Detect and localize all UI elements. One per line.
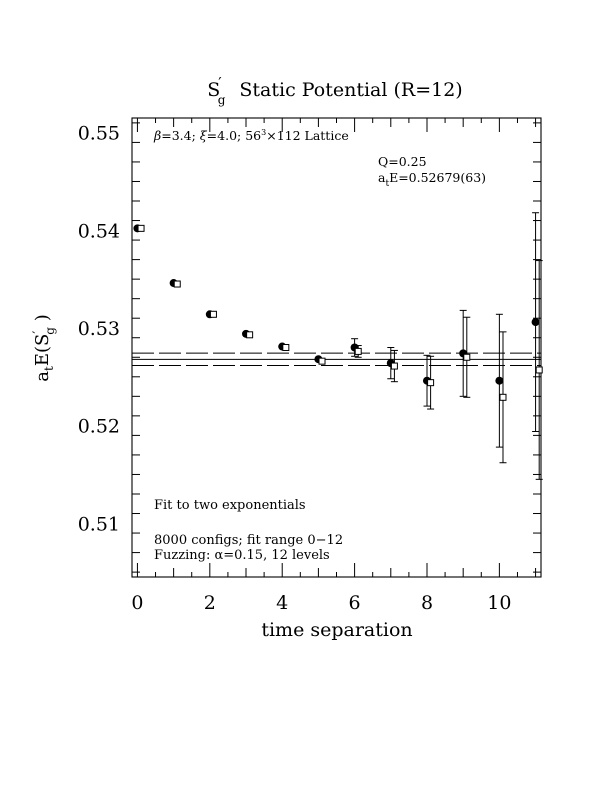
q-annotation: Q=0.25 — [378, 154, 427, 169]
x-tick-label: 10 — [487, 592, 511, 614]
y-tick-label: 0.54 — [78, 220, 120, 242]
data-point-square — [209, 310, 217, 318]
title-subscript-g: g — [218, 93, 226, 107]
axis-tick-labels: 0 2 4 6 8 10 0.51 0.52 0.53 0.54 0.55 — [78, 123, 512, 614]
y-tick-label: 0.55 — [78, 123, 120, 145]
fit-annotation: Fit to two exponentials — [154, 498, 306, 513]
data-points — [133, 212, 543, 480]
data-point-square — [173, 280, 181, 288]
chart-title: S′ g Static Potential (R=12) — [207, 74, 462, 107]
energy-annotation: atE=0.52679(63) — [378, 170, 486, 189]
x-tick-label: 4 — [276, 592, 288, 614]
x-tick-label: 2 — [204, 592, 216, 614]
data-point-square — [282, 344, 290, 351]
data-point-square — [499, 393, 507, 401]
data-point-square — [463, 353, 471, 361]
y-tick-label: 0.51 — [78, 513, 120, 535]
data-point-square — [137, 224, 145, 232]
x-axis-label: time separation — [261, 619, 412, 641]
fuzzing-annotation: Fuzzing: α=0.15, 12 levels — [154, 548, 330, 563]
lattice-annotation: β=3.4; ξ=4.0; 563×112 Lattice — [153, 128, 349, 143]
data-point-square — [246, 331, 254, 339]
fit-band-lines — [132, 352, 541, 366]
data-point-square — [427, 379, 435, 387]
x-tick-label: 8 — [421, 592, 433, 614]
data-point-square — [318, 357, 326, 365]
title-prime: ′ — [218, 74, 222, 92]
data-point-square — [390, 362, 398, 370]
title-rest: Static Potential (R=12) — [239, 79, 462, 101]
data-point-square — [354, 347, 362, 355]
y-tick-label: 0.53 — [78, 318, 120, 340]
configs-annotation: 8000 configs; fit range 0−12 — [154, 533, 343, 548]
x-tick-label: 6 — [349, 592, 361, 614]
y-axis-label: atE(S′g ) — [31, 314, 57, 381]
data-point-circle — [495, 376, 504, 385]
x-tick-label: 0 — [131, 592, 143, 614]
data-point-square — [535, 366, 543, 374]
data-point-circle — [531, 318, 540, 327]
y-tick-label: 0.52 — [78, 416, 120, 438]
